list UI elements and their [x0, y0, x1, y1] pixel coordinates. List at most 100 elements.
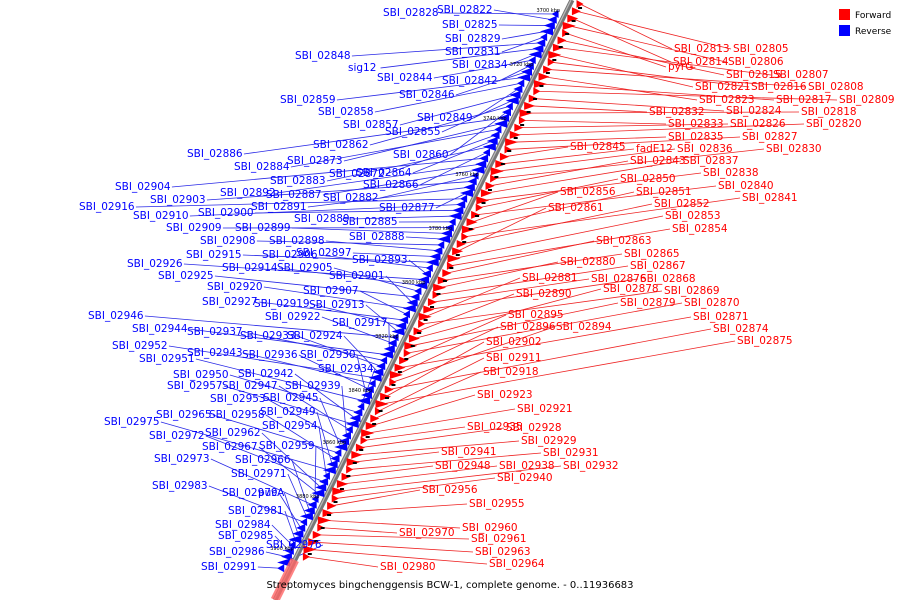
forward-gene-label[interactable]: SBI_02833	[668, 118, 724, 130]
reverse-gene-label[interactable]: SBI_02909	[166, 222, 222, 234]
forward-gene-label[interactable]: SBI_02874	[713, 323, 769, 335]
forward-gene-label[interactable]: SBI_02807	[773, 69, 829, 81]
forward-gene-label[interactable]: SBI_02980	[380, 561, 436, 573]
forward-gene-label[interactable]: SBI_02895	[508, 309, 564, 321]
reverse-gene-label[interactable]: SBI_02986	[209, 546, 265, 558]
forward-gene-label[interactable]: SBI_02890	[516, 288, 572, 300]
reverse-gene-label[interactable]: SBI_02888	[349, 231, 405, 243]
reverse-gene-label[interactable]: SBI_02991	[201, 561, 257, 573]
forward-gene-label[interactable]: SBI_02805	[733, 43, 789, 55]
reverse-gene-label[interactable]: SBI_02953	[210, 393, 266, 405]
reverse-gene-label[interactable]: SBI_02942	[238, 368, 294, 380]
forward-gene-label[interactable]: SBI_02902	[486, 336, 542, 348]
reverse-gene-label[interactable]: SBI_02906	[262, 249, 318, 261]
reverse-gene-label[interactable]: SBI_02901	[329, 270, 385, 282]
reverse-gene-label[interactable]: SBI_02939	[285, 380, 341, 392]
reverse-gene-label[interactable]: SBI_02967	[202, 441, 258, 453]
forward-gene-label[interactable]: SBI_02865	[624, 248, 680, 260]
reverse-gene-label[interactable]: SBI_02907	[303, 285, 359, 297]
reverse-gene-label[interactable]: SBI_02899	[235, 222, 291, 234]
forward-gene-label[interactable]: SBI_02938	[499, 460, 555, 472]
reverse-gene-label[interactable]: SBI_02924	[287, 330, 343, 342]
forward-gene-label[interactable]: SBI_02852	[654, 198, 710, 210]
reverse-gene-label[interactable]: SBI_02883	[270, 175, 326, 187]
forward-gene-label[interactable]: SBI_02970	[399, 527, 455, 539]
reverse-gene-label[interactable]: SBI_02926	[127, 258, 183, 270]
reverse-gene-label[interactable]: SBI_02971	[231, 468, 287, 480]
reverse-gene-label[interactable]: SBI_02930	[300, 349, 356, 361]
forward-gene-label[interactable]: SBI_02876	[591, 273, 647, 285]
reverse-gene-label[interactable]: SBI_02887	[266, 189, 322, 201]
reverse-gene-label[interactable]: SBI_02965	[156, 409, 212, 421]
forward-gene-label[interactable]: SBI_02840	[718, 180, 774, 192]
reverse-gene-label[interactable]: SBI_02949	[260, 406, 316, 418]
reverse-gene-label[interactable]: SBI_02825	[442, 19, 498, 31]
forward-gene-label[interactable]: SBI_02813	[674, 43, 730, 55]
reverse-gene-label[interactable]: SBI_02958	[209, 409, 265, 421]
reverse-gene-label[interactable]: SBI_02834	[452, 59, 508, 71]
reverse-gene-label[interactable]: SBI_02908	[200, 235, 256, 247]
reverse-gene-label[interactable]: SBI_02891	[251, 201, 307, 213]
reverse-gene-label[interactable]: SBI_02848	[295, 50, 351, 62]
forward-gene-label[interactable]: SBI_02856	[560, 186, 616, 198]
reverse-gene-label[interactable]: SBI_02862	[313, 139, 369, 151]
forward-gene-label[interactable]: SBI_02961	[471, 533, 527, 545]
forward-gene-label[interactable]: SBI_02835	[668, 131, 724, 143]
forward-gene-label[interactable]: SBI_02815	[726, 69, 782, 81]
reverse-gene-label[interactable]: SBI_02877	[379, 202, 435, 214]
reverse-gene-label[interactable]: SBI_02905	[277, 262, 333, 274]
reverse-gene-label[interactable]: SBI_02859	[280, 94, 336, 106]
forward-gene-label[interactable]: SBI_02894	[556, 321, 612, 333]
reverse-gene-label[interactable]: SBI_02934	[318, 363, 374, 375]
reverse-gene-label[interactable]: SBI_02884	[234, 161, 290, 173]
reverse-gene-label[interactable]: SBI_02919	[254, 298, 310, 310]
forward-gene-label[interactable]: SBI_02896	[500, 321, 556, 333]
forward-gene-label[interactable]: SBI_02827	[742, 131, 798, 143]
forward-gene-label[interactable]: SBI_02838	[703, 167, 759, 179]
reverse-gene-label[interactable]: SBI_02959	[259, 440, 315, 452]
reverse-gene-label[interactable]: SBI_02952	[112, 340, 168, 352]
reverse-gene-label[interactable]: SBI_02951	[139, 353, 195, 365]
reverse-gene-label[interactable]: SBI_02885	[342, 216, 398, 228]
reverse-gene-label[interactable]: SBI_02983	[152, 480, 208, 492]
forward-gene-label[interactable]: SBI_02918	[483, 366, 539, 378]
reverse-gene-label[interactable]: SBI_02927	[202, 296, 258, 308]
forward-gene-label[interactable]: SBI_02853	[665, 210, 721, 222]
reverse-gene-label[interactable]: SBI_02975	[104, 416, 160, 428]
forward-gene-label[interactable]: SBI_02837	[683, 155, 739, 167]
reverse-gene-label[interactable]: SBI_02903	[150, 194, 206, 206]
reverse-gene-label[interactable]: SBI_02936	[242, 349, 298, 361]
reverse-gene-label[interactable]: SBI_02922	[265, 311, 321, 323]
forward-gene-label[interactable]: SBI_02879	[620, 297, 676, 309]
forward-gene-label[interactable]: SBI_02851	[636, 186, 692, 198]
forward-gene-label[interactable]: SBI_02836	[677, 143, 733, 155]
reverse-gene-label[interactable]: SBI_02972	[149, 430, 205, 442]
reverse-gene-label[interactable]: SBI_02933	[240, 330, 296, 342]
forward-gene-label[interactable]: SBI_02808	[808, 81, 864, 93]
forward-gene-label[interactable]: SBI_02928	[506, 422, 562, 434]
forward-gene-label[interactable]: SBI_02820	[806, 118, 862, 130]
reverse-gene-label[interactable]: SBI_02849	[417, 112, 473, 124]
forward-gene-label[interactable]: SBI_02867	[630, 260, 686, 272]
forward-gene-label[interactable]: SBI_02870	[684, 297, 740, 309]
forward-gene-label[interactable]: SBI_02881	[522, 272, 578, 284]
forward-gene-label[interactable]: SBI_02868	[640, 273, 696, 285]
forward-gene-label[interactable]: SBI_02821	[695, 81, 751, 93]
reverse-gene-label[interactable]: SBI_02954	[262, 420, 318, 432]
reverse-gene-label[interactable]: SBI_02957	[167, 380, 223, 392]
reverse-gene-label[interactable]: SBI_02925	[158, 270, 214, 282]
forward-gene-label[interactable]: SBI_02955	[469, 498, 525, 510]
forward-gene-label[interactable]: SBI_02878	[603, 283, 659, 295]
reverse-gene-label[interactable]: SBI_02857	[343, 119, 399, 131]
reverse-gene-label[interactable]: SBI_02915	[186, 249, 242, 261]
forward-gene-label[interactable]: SBI_02963	[475, 546, 531, 558]
forward-gene-label[interactable]: SBI_02923	[477, 389, 533, 401]
reverse-gene-label[interactable]: SBI_02985	[218, 530, 274, 542]
forward-gene-label[interactable]: SBI_02940	[497, 472, 553, 484]
reverse-gene-label[interactable]: SBI_02944	[132, 323, 188, 335]
reverse-gene-label[interactable]: SBI_02882	[323, 192, 379, 204]
reverse-gene-label[interactable]: SBI_02916	[79, 201, 135, 213]
forward-gene-label[interactable]: SBI_02964	[489, 558, 545, 570]
reverse-gene-label[interactable]: SBI_02962	[205, 427, 261, 439]
forward-gene-label[interactable]: SBI_02931	[543, 447, 599, 459]
